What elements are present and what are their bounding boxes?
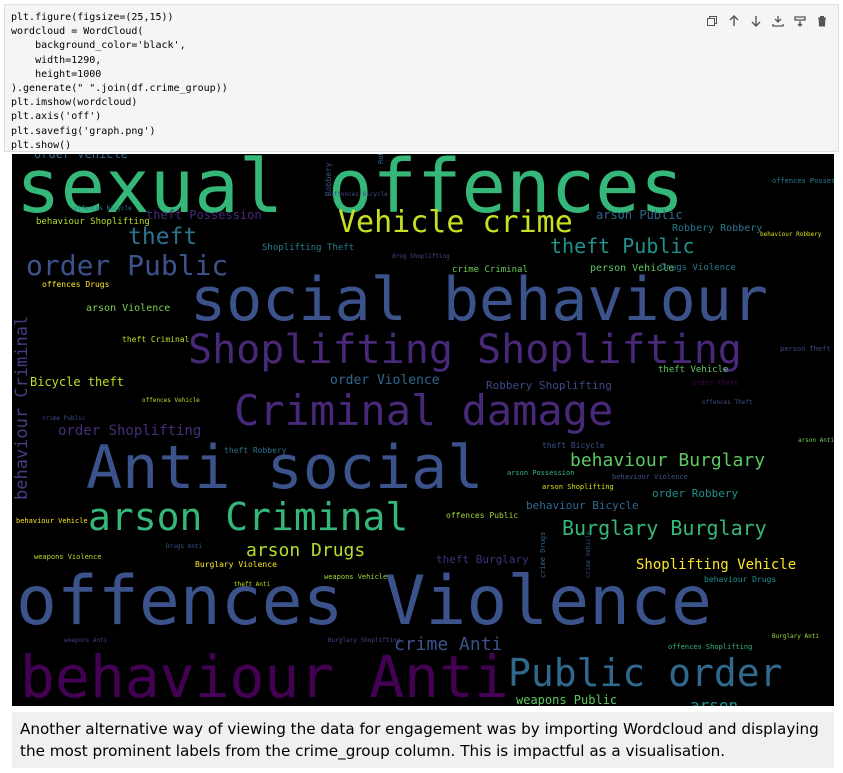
move-down-icon[interactable] xyxy=(746,11,766,31)
wordcloud-word: person Theft xyxy=(780,345,831,353)
wordcloud-word: crime Anti xyxy=(394,634,503,655)
wordcloud-word: order Vehicle xyxy=(34,154,128,161)
wordcloud-word: behaviour Robbery xyxy=(760,231,822,238)
move-up-icon[interactable] xyxy=(724,11,744,31)
wordcloud-word: Bicycle theft xyxy=(30,375,124,389)
wordcloud-word: behaviour Shoplifting xyxy=(36,217,150,227)
wordcloud-word: Anti social xyxy=(86,433,484,503)
wordcloud-word: theft Anti xyxy=(234,581,271,588)
wordcloud-word: behaviour Burglary xyxy=(570,450,766,471)
wordcloud-word: crime Criminal xyxy=(452,265,528,275)
wordcloud-word: arson Possession xyxy=(507,469,575,477)
code-editor[interactable]: plt.figure(figsize=(25,15)) wordcloud = … xyxy=(11,11,228,153)
wordcloud-word: offences Theft xyxy=(702,399,753,406)
wordcloud-word: Vehicle crime xyxy=(338,205,573,240)
code-line: plt.imshow(wordcloud) xyxy=(11,97,138,109)
code-line: plt.savefig('graph.png') xyxy=(11,125,156,137)
wordcloud-word: theft Vehicle xyxy=(658,365,729,375)
wordcloud-word: offences Drugs xyxy=(42,280,110,289)
wordcloud-word: offences Bicycle xyxy=(74,205,132,212)
insert-below-icon[interactable] xyxy=(768,11,788,31)
wordcloud-word: order Theft xyxy=(692,379,739,387)
wordcloud-word: arson Public xyxy=(596,208,683,222)
wordcloud-word: theft Burglary xyxy=(436,553,529,566)
wordcloud-word: offences Vehicle xyxy=(142,397,200,404)
markdown-cell[interactable]: Another alternative way of viewing the d… xyxy=(12,712,834,768)
wordcloud-word: offences Possession xyxy=(772,177,834,185)
wordcloud-image: order Vehicle Robbery Robbery sexual off… xyxy=(12,154,834,706)
wordcloud-word: offences Shoplifting xyxy=(668,643,753,651)
wordcloud-word: behaviour Drugs xyxy=(704,575,777,584)
code-line: width=1290, xyxy=(11,54,102,66)
wordcloud-word: Shoplifting Vehicle xyxy=(636,557,797,573)
wordcloud-word: theft xyxy=(128,224,198,250)
wordcloud-word: behaviour Vehicle xyxy=(16,517,88,525)
code-line: ).generate(" ".join(df.crime_group)) xyxy=(11,83,228,95)
wordcloud-word: crime Public xyxy=(42,415,86,422)
wordcloud-word: offences Bicycle xyxy=(330,191,388,198)
wordcloud-word: order Robbery xyxy=(652,487,739,500)
wordcloud-word: order Public xyxy=(26,249,229,282)
wordcloud-word: Shoplifting Theft xyxy=(262,243,355,253)
wordcloud-word: order Violence xyxy=(330,373,440,388)
wordcloud-word: social behaviour xyxy=(190,265,768,335)
wordcloud-word: Drugs Anti xyxy=(166,543,203,550)
wordcloud-word: arson Drugs xyxy=(246,540,366,561)
wordcloud-word: weapons Anti xyxy=(64,637,108,644)
wordcloud-word: Burglary Burglary xyxy=(562,516,767,540)
wordcloud-word: behaviour Violence xyxy=(612,473,688,481)
wordcloud-word: Shoplifting Shoplifting xyxy=(188,327,742,373)
wordcloud-word: offences Public xyxy=(446,511,519,520)
code-line: wordcloud = WordCloud( xyxy=(11,26,144,38)
wordcloud-word: person Vehicle xyxy=(590,263,675,274)
wordcloud-word: arson xyxy=(690,696,739,707)
wordcloud-word: Burglary Shoplifting xyxy=(328,637,401,644)
wordcloud-word: Drugs Violence xyxy=(660,263,736,273)
wordcloud-word: order Shoplifting xyxy=(58,423,202,439)
wordcloud-word: Public order xyxy=(508,651,783,695)
wordcloud-word: Burglary Violence xyxy=(195,560,277,569)
wordcloud-word: theft Public xyxy=(550,234,695,258)
code-line: plt.figure(figsize=(25,15)) xyxy=(11,12,174,23)
wordcloud-word: sexual offences xyxy=(16,154,685,230)
code-line: plt.axis('off') xyxy=(11,111,102,123)
code-line: plt.show() xyxy=(11,139,72,151)
wordcloud-word: theft Criminal xyxy=(122,335,190,344)
wordcloud-word: behaviour Bicycle xyxy=(526,499,639,512)
wordcloud-word: weapons Public xyxy=(516,693,618,706)
wordcloud-word: arson Anti xyxy=(798,437,834,444)
code-cell[interactable]: plt.figure(figsize=(25,15)) wordcloud = … xyxy=(4,4,839,152)
wordcloud-word: theft Robbery xyxy=(224,446,287,455)
cell-toolbar xyxy=(702,11,832,31)
wordcloud-word: arson Shoplifting xyxy=(542,483,614,491)
wordcloud-word: offences Violence xyxy=(16,562,712,641)
wordcloud-word: arson Violence xyxy=(86,303,171,314)
wordcloud-word: drug Shoplifting xyxy=(392,253,450,260)
wordcloud-word: weapons Vehicle xyxy=(324,573,388,581)
code-line: background_color='black', xyxy=(11,40,186,52)
add-cell-icon[interactable] xyxy=(790,11,810,31)
wordcloud-word: arson Criminal xyxy=(88,495,409,539)
code-line: height=1000 xyxy=(11,68,102,80)
wordcloud-word: weapons Violence xyxy=(34,553,102,561)
wordcloud-word: behaviour Criminal xyxy=(12,315,32,500)
wordcloud-word: Robbery Shoplifting xyxy=(486,379,612,392)
delete-icon[interactable] xyxy=(812,11,832,31)
wordcloud-word: theft Possession xyxy=(146,208,262,222)
wordcloud-word: theft Bicycle xyxy=(542,441,605,450)
wordcloud-word: behaviour Anti xyxy=(20,643,509,706)
wordcloud-word: Criminal damage xyxy=(234,386,614,435)
wordcloud-word: Robbery Robbery xyxy=(672,223,763,234)
copy-icon[interactable] xyxy=(702,11,722,31)
wordcloud-word: Burglary Anti xyxy=(772,633,819,640)
